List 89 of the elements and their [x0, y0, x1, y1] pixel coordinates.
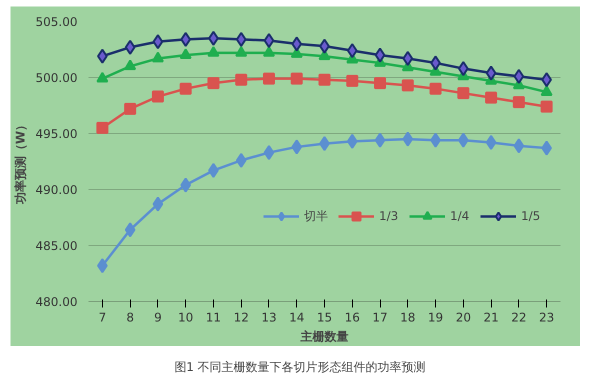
x-tick-label: 8 [126, 310, 134, 324]
point [264, 145, 274, 160]
point [236, 152, 247, 168]
point [402, 50, 414, 66]
point [124, 102, 136, 115]
point [235, 46, 248, 57]
y-axis-title: 功率预测（W） [14, 118, 28, 206]
point [402, 132, 414, 147]
point [486, 66, 496, 81]
y-tick-label: 480.00 [36, 295, 78, 309]
point [180, 178, 192, 193]
y-tick-label: 485.00 [36, 239, 78, 253]
point [346, 134, 358, 149]
point [291, 139, 302, 154]
point [541, 72, 552, 88]
point [180, 82, 192, 95]
point [236, 32, 247, 47]
x-tick-label: 14 [289, 310, 304, 324]
point [152, 52, 164, 62]
x-tick-label: 16 [344, 310, 360, 324]
point [124, 222, 136, 238]
point [457, 87, 470, 100]
point [346, 74, 358, 87]
point [430, 82, 442, 95]
caption: 图1 不同主栅数量下各切片形态组件的功率预测 [174, 359, 426, 376]
y-tick-label: 490.00 [36, 183, 78, 197]
point [235, 74, 248, 86]
y-tick-label: 500.00 [36, 71, 78, 85]
point [264, 33, 274, 48]
x-tick-label: 20 [456, 310, 471, 324]
point [291, 36, 302, 52]
point [374, 77, 386, 90]
point [430, 132, 441, 148]
point [540, 85, 553, 96]
x-tick-label: 18 [400, 310, 416, 324]
point [96, 72, 108, 83]
point [430, 55, 441, 70]
point [458, 132, 469, 148]
point [152, 34, 164, 50]
point [540, 100, 553, 113]
legend-label: 1/4 [450, 209, 470, 223]
point [514, 138, 524, 154]
x-tick-label: 22 [511, 310, 526, 324]
point [262, 72, 275, 85]
point [541, 140, 552, 156]
point [512, 96, 525, 108]
x-tick-label: 17 [372, 310, 388, 324]
point [374, 132, 386, 148]
point [124, 40, 136, 55]
point [97, 258, 108, 274]
point [458, 61, 469, 76]
x-tick-label: 7 [98, 310, 106, 324]
x-tick-label: 13 [261, 310, 277, 324]
x-tick-label: 21 [483, 310, 499, 324]
point [124, 60, 136, 70]
point [96, 122, 108, 134]
point [485, 92, 498, 104]
x-tick-label: 23 [538, 310, 554, 324]
point [180, 32, 192, 47]
x-tick-label: 11 [206, 310, 222, 324]
point [319, 38, 330, 54]
x-tick-label: 15 [316, 310, 332, 324]
point [207, 77, 220, 90]
x-axis-title: 主栅数量 [300, 330, 348, 344]
point [152, 196, 164, 212]
point [319, 136, 330, 152]
x-tick-label: 9 [154, 310, 162, 324]
point [207, 46, 220, 57]
x-tick-label: 19 [428, 310, 444, 324]
point [262, 46, 275, 57]
point [208, 162, 219, 178]
x-tick-label: 12 [234, 310, 249, 324]
point [514, 68, 524, 84]
point [374, 48, 386, 63]
y-tick-label: 495.00 [36, 127, 78, 141]
point [486, 134, 496, 150]
legend-label: 1/3 [379, 209, 399, 223]
point [346, 43, 358, 58]
point [180, 48, 192, 59]
point [97, 48, 108, 64]
point [290, 72, 303, 85]
y-tick-label: 505.00 [36, 15, 78, 29]
legend-label: 1/5 [521, 209, 541, 223]
point [152, 90, 164, 103]
point [318, 74, 330, 86]
point [208, 30, 219, 46]
x-tick-label: 10 [178, 310, 194, 324]
point [402, 79, 414, 92]
legend-label: 切半 [304, 208, 328, 224]
